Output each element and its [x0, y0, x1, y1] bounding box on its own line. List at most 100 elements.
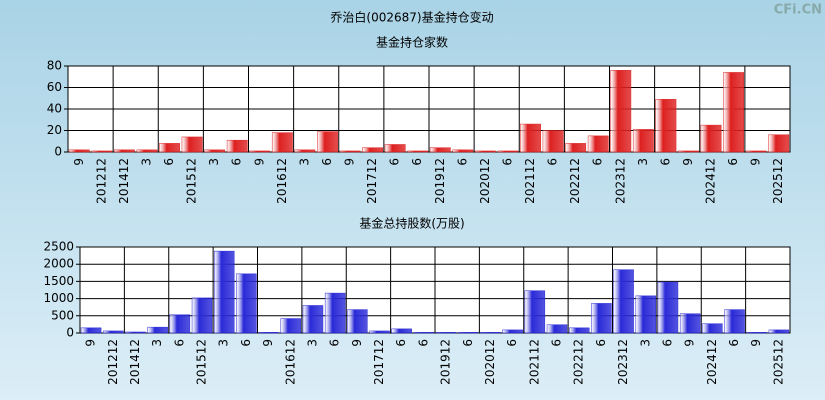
x-tick-label: 201212	[106, 339, 120, 385]
bar	[191, 297, 213, 334]
bar	[723, 72, 744, 153]
y-tick-label: 20	[47, 123, 62, 137]
bar	[226, 139, 248, 153]
chart-subtitle: 基金总持股数(万股)	[359, 216, 464, 231]
bar	[452, 149, 474, 153]
y-tick-label: 60	[47, 80, 62, 94]
bar	[169, 314, 191, 334]
x-tick-label: 9	[683, 339, 697, 347]
x-tick-label: 6	[461, 339, 475, 347]
x-tick-label: 6	[320, 158, 334, 166]
y-tick-label: 80	[47, 59, 62, 73]
bar	[657, 281, 679, 334]
bar	[280, 318, 302, 334]
x-tick-label: 6	[410, 158, 424, 166]
bar	[317, 131, 338, 153]
x-tick-label: 6	[172, 339, 186, 347]
x-tick-label: 6	[550, 339, 564, 347]
bar	[700, 124, 722, 153]
x-tick-label: 6	[455, 158, 469, 166]
y-tick-label: 1500	[43, 274, 74, 288]
bar	[339, 150, 361, 153]
bar	[80, 327, 102, 334]
x-tick-label: 9	[84, 339, 98, 347]
x-tick-label: 3	[638, 339, 652, 347]
bar	[236, 273, 257, 334]
x-tick-label: 9	[72, 158, 86, 166]
x-tick-label: 202112	[523, 158, 537, 204]
x-tick-label: 202312	[613, 158, 627, 204]
bar	[745, 150, 767, 153]
bar	[568, 327, 590, 334]
y-tick-label: 1000	[43, 291, 74, 305]
bar	[181, 136, 203, 153]
x-tick-label: 201512	[195, 339, 209, 385]
bar	[610, 70, 632, 153]
bar	[702, 323, 723, 334]
bar	[520, 123, 541, 153]
bar	[213, 250, 235, 334]
x-tick-label: 6	[328, 339, 342, 347]
bar	[147, 326, 168, 334]
x-tick-label: 6	[660, 339, 674, 347]
x-tick-label: 9	[343, 158, 357, 166]
bar	[271, 132, 293, 153]
bar	[258, 332, 279, 334]
chart-subtitle: 基金持仓家数	[376, 35, 448, 50]
x-tick-label: 9	[681, 158, 695, 166]
bar	[565, 143, 587, 153]
bar	[362, 147, 383, 153]
bar	[159, 143, 180, 153]
x-tick-label: 3	[207, 158, 221, 166]
bar	[369, 330, 390, 334]
y-tick-label: 0	[66, 326, 74, 340]
x-tick-label: 202412	[704, 158, 718, 204]
x-tick-label: 201712	[365, 158, 379, 204]
bar	[91, 150, 113, 153]
bar	[302, 305, 324, 334]
bar	[480, 332, 501, 334]
bar	[678, 150, 699, 153]
bar	[655, 99, 677, 153]
y-tick-label: 0	[54, 145, 62, 159]
x-tick-label: 6	[230, 158, 244, 166]
bar	[475, 150, 496, 153]
bar	[347, 309, 368, 334]
bar	[391, 328, 412, 334]
bar	[768, 329, 790, 334]
bar	[114, 149, 135, 153]
x-tick-label: 9	[749, 339, 763, 347]
bar	[384, 144, 406, 153]
x-tick-label: 6	[594, 339, 608, 347]
bar	[324, 292, 346, 334]
x-tick-label: 6	[162, 158, 176, 166]
x-tick-label: 201212	[94, 158, 108, 204]
bar	[587, 135, 609, 153]
bar	[724, 309, 745, 334]
chart-title: 乔治白(002687)基金持仓变动	[330, 10, 493, 25]
bar	[524, 290, 546, 334]
bar	[249, 150, 271, 153]
bar	[679, 313, 701, 334]
y-tick-label: 500	[51, 308, 74, 322]
x-tick-label: 202012	[478, 158, 492, 204]
bar	[546, 324, 568, 334]
x-tick-label: 6	[727, 339, 741, 347]
x-tick-label: 6	[239, 339, 253, 347]
x-tick-label: 6	[546, 158, 560, 166]
bar	[136, 149, 158, 153]
bar	[429, 147, 451, 153]
x-tick-label: 3	[636, 158, 650, 166]
x-tick-label: 3	[150, 339, 164, 347]
bar	[497, 150, 519, 153]
x-tick-label: 6	[505, 339, 519, 347]
bar	[458, 332, 479, 334]
bar	[68, 149, 90, 153]
bar	[407, 150, 429, 153]
y-tick-label: 2500	[43, 240, 74, 254]
bar	[204, 149, 226, 153]
x-tick-label: 6	[658, 158, 672, 166]
x-tick-label: 6	[388, 158, 402, 166]
x-tick-label: 6	[500, 158, 514, 166]
x-tick-label: 202212	[572, 339, 586, 385]
